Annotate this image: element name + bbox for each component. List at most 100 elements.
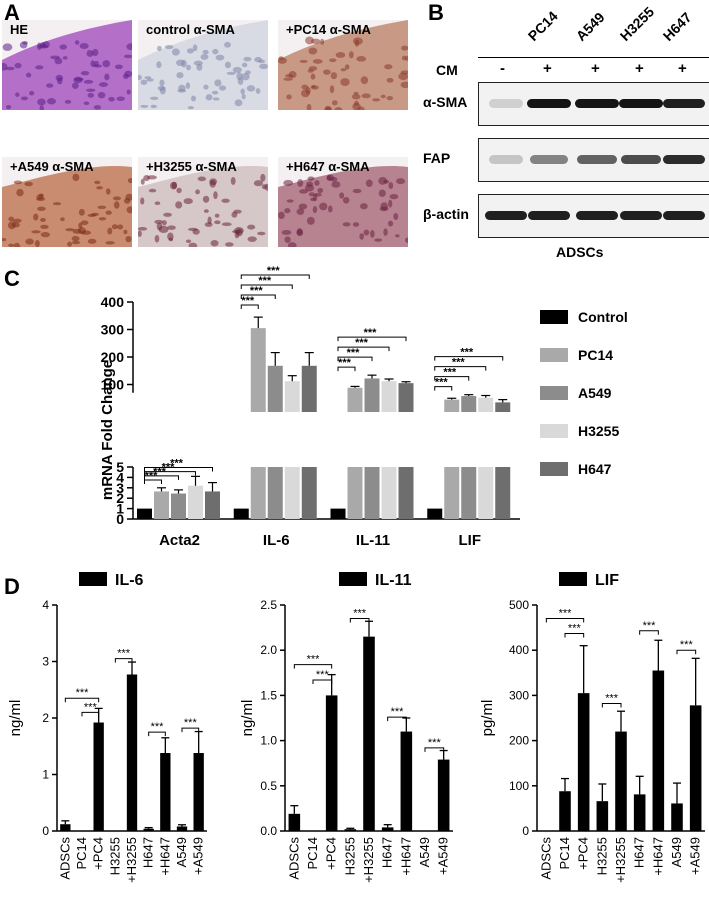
significance-label: *** <box>184 717 198 729</box>
significance-bracket <box>240 274 310 279</box>
tile-caption: +H647 α-SMA <box>286 159 370 174</box>
tick-label: 2.0 <box>260 643 277 657</box>
significance-label: *** <box>241 295 255 307</box>
bar <box>176 826 188 831</box>
tile-caption: HE <box>10 22 29 37</box>
bar-lower-segment <box>284 467 300 519</box>
tick-label: 0.5 <box>260 779 277 793</box>
significance-bracket <box>424 747 445 752</box>
bar <box>160 753 171 831</box>
tile-caption: control α-SMA <box>146 22 235 37</box>
bar <box>171 493 186 519</box>
lane-label: A549 <box>572 9 608 45</box>
bar <box>137 508 152 519</box>
tick-label: 4 <box>42 598 49 612</box>
category-label: PC14 <box>557 837 572 870</box>
bar <box>633 794 646 831</box>
bar <box>437 759 450 831</box>
bar-lower-segment <box>478 467 494 519</box>
bar <box>301 365 317 412</box>
bar-lower-segment <box>347 467 363 519</box>
category-label: +A549 <box>688 837 703 875</box>
bar <box>143 828 154 831</box>
legend-label: H3255 <box>578 423 619 439</box>
category-label: A549 <box>174 837 189 867</box>
category-label: Acta2 <box>159 532 200 549</box>
bar <box>344 829 357 831</box>
category-label: +H3255 <box>613 837 628 883</box>
significance-bracket <box>434 356 504 361</box>
significance-bracket <box>337 366 356 372</box>
category-label: +PC4 <box>576 837 591 870</box>
tick-label: 2 <box>116 490 124 506</box>
category-label: IL-11 <box>356 532 390 549</box>
significance-label: *** <box>568 622 582 634</box>
bar <box>596 801 609 831</box>
bar <box>193 753 204 831</box>
bar <box>671 803 683 831</box>
bar <box>615 731 627 831</box>
blot-band <box>575 99 619 108</box>
bar <box>689 705 702 831</box>
bar <box>288 813 301 831</box>
cm-sign: + <box>678 60 687 77</box>
tick-label: 3 <box>116 480 124 496</box>
significance-bracket <box>434 366 487 371</box>
blot-footer: ADSCs <box>556 244 604 260</box>
category-label: PC14 <box>305 837 320 870</box>
tick-label: 4 <box>116 469 124 485</box>
histology-tile: control α-SMA <box>138 20 268 110</box>
blot-band <box>575 211 619 220</box>
category-label: H647 <box>380 837 395 868</box>
category-label: H647 <box>632 837 647 868</box>
panel-label-c: C <box>4 266 20 291</box>
significance-bracket <box>148 731 166 737</box>
significance-bracket <box>387 716 407 722</box>
chart-title: IL-11 <box>375 572 412 589</box>
tick-label: 400 <box>101 294 125 310</box>
blot-band <box>527 211 571 220</box>
category-label: A549 <box>417 837 432 867</box>
lane-label: H3255 <box>616 3 658 45</box>
histology-tile: +A549 α-SMA <box>2 157 132 247</box>
tick-label: 1.0 <box>260 734 277 748</box>
bar <box>363 636 375 831</box>
histology-tile: +PC14 α-SMA <box>278 20 408 110</box>
category-label: ADSCs <box>57 837 72 880</box>
legend-label: Control <box>578 309 628 325</box>
significance-label: *** <box>460 347 474 359</box>
histology-tile: +H3255 α-SMA <box>138 157 268 247</box>
bar <box>444 399 460 412</box>
title-swatch <box>79 572 107 586</box>
bar-lower-segment <box>495 467 511 519</box>
significance-label: *** <box>355 337 369 349</box>
significance-label: *** <box>76 687 90 699</box>
category-label: +H3255 <box>124 837 139 883</box>
significance-label: *** <box>680 639 694 651</box>
legend-label: A549 <box>578 385 612 401</box>
cm-sign: + <box>591 60 600 77</box>
bar <box>205 491 220 519</box>
histology-tile: +H647 α-SMA <box>278 157 408 247</box>
y-axis-label: ng/ml <box>7 700 24 737</box>
significance-bracket <box>545 618 585 623</box>
legend-swatch <box>540 348 568 362</box>
significance-label: *** <box>307 654 321 666</box>
bar <box>126 674 138 831</box>
significance-label: *** <box>443 367 457 379</box>
category-label: ADSCs <box>286 837 301 880</box>
blot-label: β-actin <box>423 206 469 222</box>
tick-label: 1 <box>42 768 49 782</box>
bar <box>267 365 283 412</box>
blot-band <box>489 99 523 108</box>
significance-label: *** <box>250 285 264 297</box>
blot-band <box>620 155 662 164</box>
significance-label: *** <box>435 377 449 389</box>
title-swatch <box>339 572 367 586</box>
bar <box>233 508 249 519</box>
significance-bracket <box>337 336 407 342</box>
tick-label: 100 <box>509 779 529 793</box>
tick-label: 400 <box>509 643 529 657</box>
tick-label: 1 <box>116 501 124 517</box>
